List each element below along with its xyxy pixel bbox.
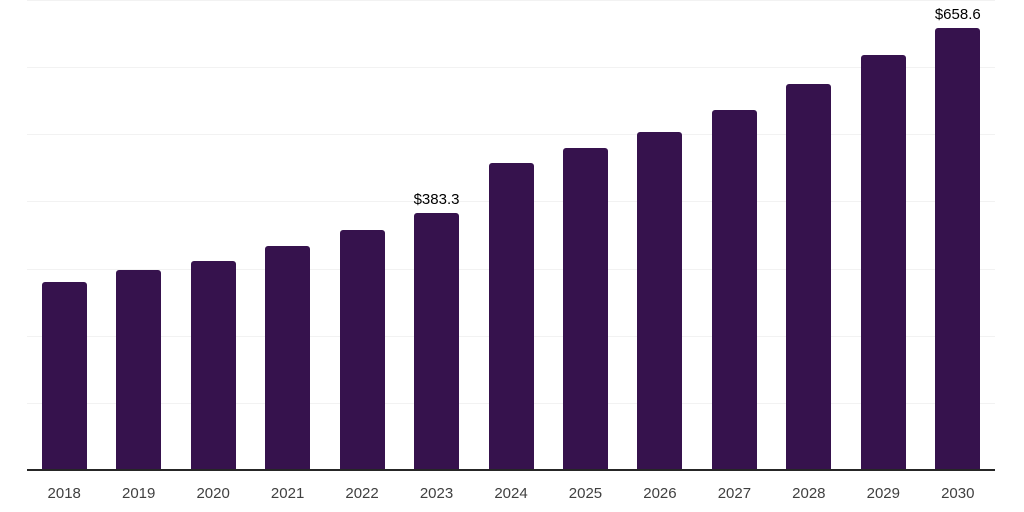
bar-2021[interactable] bbox=[265, 246, 311, 470]
bar-2027[interactable] bbox=[711, 110, 757, 470]
x-tick-label-2022: 2022 bbox=[345, 485, 379, 502]
x-tick-label-2030: 2030 bbox=[941, 485, 975, 502]
x-tick-label-2019: 2019 bbox=[122, 485, 156, 502]
gridline bbox=[27, 0, 995, 1]
bar-2025[interactable] bbox=[562, 148, 608, 470]
bar-2019[interactable] bbox=[116, 270, 162, 470]
data-label-2023: $383.3 bbox=[413, 190, 460, 208]
x-axis-line bbox=[27, 469, 995, 471]
bar-2024[interactable] bbox=[488, 163, 534, 470]
bar-2026[interactable] bbox=[637, 131, 683, 470]
plot-area: $383.3 $658.6 bbox=[27, 0, 995, 470]
bar-2020[interactable] bbox=[190, 261, 236, 470]
x-tick-label-2020: 2020 bbox=[196, 485, 230, 502]
x-tick-label-2027: 2027 bbox=[717, 485, 752, 502]
gridline bbox=[27, 67, 995, 69]
x-tick-label-2018: 2018 bbox=[47, 485, 81, 502]
bar-2030[interactable] bbox=[935, 27, 981, 470]
x-tick-label-2021: 2021 bbox=[270, 485, 305, 502]
x-tick-label-2024: 2024 bbox=[494, 485, 528, 502]
x-axis-labels: 2018 2019 2020 2021 2022 2023 2024 2025 2026 2027… bbox=[27, 484, 995, 504]
bar-2023[interactable] bbox=[414, 212, 460, 470]
x-tick-label-2023: 2023 bbox=[419, 485, 454, 502]
x-tick-label-2029: 2029 bbox=[866, 485, 900, 502]
bar-2028[interactable] bbox=[786, 83, 832, 470]
x-tick-label-2025: 2025 bbox=[568, 485, 603, 502]
x-tick-label-2026: 2026 bbox=[643, 485, 677, 502]
bar-2018[interactable] bbox=[41, 282, 87, 470]
x-tick-label-2028: 2028 bbox=[792, 485, 826, 502]
data-label-2030: $658.6 bbox=[934, 5, 981, 23]
bar-2022[interactable] bbox=[339, 229, 385, 470]
bar-2029[interactable] bbox=[860, 55, 906, 470]
gridline bbox=[27, 134, 995, 136]
